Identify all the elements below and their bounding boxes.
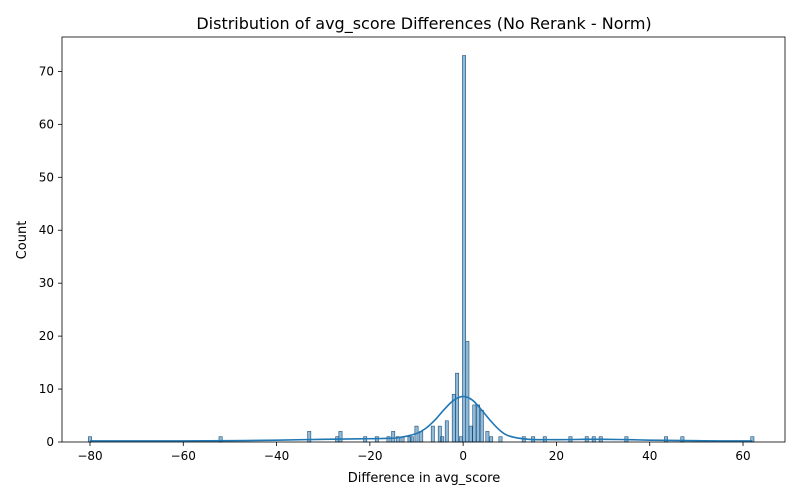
x-tick-label: −80	[77, 449, 102, 463]
x-tick-label: 60	[735, 449, 750, 463]
y-axis-ticks: 0 10 20 30 40 50 60 70	[39, 64, 62, 449]
histogram-bar	[391, 431, 396, 443]
histogram-bar	[479, 409, 484, 443]
x-tick-label: 40	[642, 449, 657, 463]
x-axis-label: Difference in avg_score	[348, 471, 500, 486]
histogram-bar	[338, 431, 343, 443]
y-axis-label: Count	[15, 221, 30, 260]
y-tick-label: 30	[39, 276, 54, 290]
histogram-bar	[444, 420, 449, 443]
y-tick-label: 70	[39, 64, 54, 78]
histogram-bar	[440, 436, 445, 443]
histogram-bar	[472, 404, 477, 443]
histogram-bar	[462, 55, 467, 443]
histogram-bar	[307, 431, 312, 443]
y-tick-label: 50	[39, 170, 54, 184]
y-tick-label: 0	[46, 435, 54, 449]
kde-curve	[89, 395, 753, 442]
histogram-bar	[664, 436, 668, 443]
histogram-bar	[485, 431, 490, 443]
histogram-bar	[498, 436, 503, 443]
axes-frame	[61, 36, 786, 443]
y-tick-label: 10	[39, 382, 54, 396]
y-tick-label: 60	[39, 117, 54, 131]
histogram-bar	[455, 372, 460, 443]
histogram-bar	[409, 436, 414, 443]
x-tick-label: −60	[171, 449, 196, 463]
histogram-bar	[468, 425, 473, 443]
y-tick-label: 20	[39, 329, 54, 343]
x-tick-label: 20	[549, 449, 564, 463]
plot-area	[61, 36, 786, 443]
x-axis-ticks: −80 −60 −40 −20 0 20 40 60	[77, 442, 751, 463]
histogram-bar	[489, 436, 494, 443]
histogram-bar	[465, 341, 470, 443]
histogram-bar	[419, 431, 424, 443]
x-tick-label: 0	[459, 449, 467, 463]
x-tick-label: −20	[357, 449, 382, 463]
histogram-bar	[386, 436, 391, 443]
chart-title: Distribution of avg_score Differences (N…	[196, 14, 651, 34]
histogram-bar	[476, 404, 481, 443]
histogram-bar	[458, 436, 463, 443]
histogram-bar	[430, 425, 435, 443]
y-tick-label: 40	[39, 223, 54, 237]
x-tick-label: −40	[264, 449, 289, 463]
